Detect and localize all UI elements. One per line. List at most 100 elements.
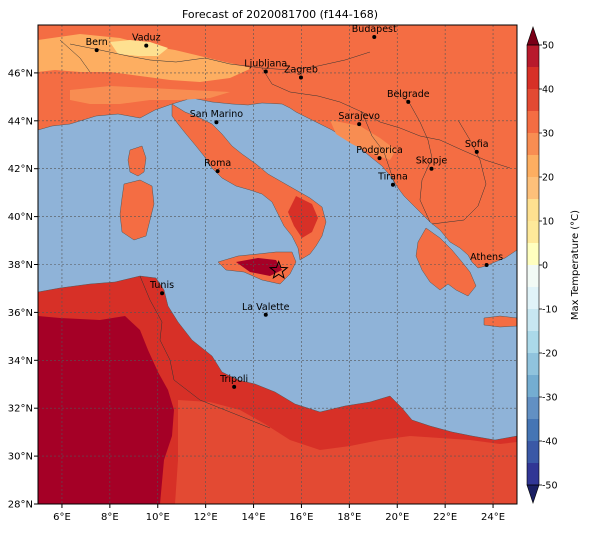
colorbar-tick-label-1: -40 [542,437,558,448]
cold-zone-alps [110,40,168,56]
colorbar-segment-18 [527,67,539,89]
colorbar-segment-3 [527,397,539,419]
city-label-tirana: Tirana [377,172,408,183]
colorbar-segment-9 [527,265,539,287]
land-corsica [127,145,147,177]
lon-tick-label-5: 16°E [289,512,313,523]
city-dot-roma [215,169,220,174]
city-label-zagreb: Zagreb [284,64,318,75]
city-label-budapest: Budapest [352,24,397,35]
city-dot-tirana [390,182,395,187]
lon-tick-label-8: 22°E [433,512,457,523]
colorbar-tick-label-5: 0 [542,261,548,272]
city-dot-tunis [160,291,165,296]
lat-tick-label-0: 28°N [8,500,33,511]
colorbar-segment-17 [527,89,539,111]
colorbar-tick-label-10: 50 [542,41,554,52]
colorbar-extend-bottom [526,484,540,504]
colorbar-segment-5 [527,353,539,375]
colorbar-segment-8 [527,287,539,309]
lon-tick-label-7: 20°E [385,512,409,523]
city-dot-sofia [474,149,479,154]
city-dot-skopje [429,166,434,171]
colorbar: -50 -40 -30 -20 -10 0 10 20 30 40 50 [526,26,558,504]
city-dot-san-marino [214,120,219,125]
lat-tick-label-9: 46°N [8,68,33,79]
warm-zone-libya [175,400,517,504]
colorbar-segment-2 [527,419,539,441]
hot-zone-sicily [236,258,282,276]
figure-title: Forecast of 2020081700 (f144-168) [182,8,378,21]
lon-tick-label-3: 12°E [194,512,218,523]
land-sardinia [119,179,155,241]
colorbar-segment-14 [527,155,539,177]
colorbar-segment-10 [527,243,539,265]
city-label-bern: Bern [86,37,108,48]
colorbar-segment-19 [527,45,539,67]
colorbar-segment-4 [527,375,539,397]
latitude-axis: 28°N 30°N 32°N 34°N 36°N 38°N 40°N 42°N 44°N 46°N [8,68,38,511]
land-italy [171,103,327,261]
city-label-belgrade: Belgrade [387,89,430,100]
colorbar-tick-label-6: 10 [542,217,554,228]
colorbar-label: Max Temperature (°C) [570,210,581,320]
lat-tick-label-6: 40°N [8,212,33,223]
lat-tick-label-8: 44°N [8,116,33,127]
lat-tick-label-2: 32°N [8,404,33,415]
lat-tick-label-3: 34°N [8,356,33,367]
city-label-sofia: Sofia [465,139,489,150]
city-dot-vaduz [144,43,149,48]
star-marker [268,260,289,279]
city-dot-tripoli [232,384,237,389]
lat-tick-label-5: 38°N [8,260,33,271]
city-label-athens: Athens [470,252,503,263]
colorbar-segment-13 [527,177,539,199]
warm-zone-calabria [288,196,318,238]
colorbar-tick-label-3: -20 [542,349,558,360]
city-dot-athens [484,262,489,267]
lon-tick-label-1: 8°E [101,512,119,523]
colorbar-tick-label-2: -30 [542,393,558,404]
colorbar-tick-label-9: 40 [542,85,554,96]
land-greece [415,227,477,297]
colorbar-segment-11 [527,221,539,243]
colorbar-extend-top [526,26,540,46]
city-dot-ljubljana [263,69,268,74]
lon-tick-label-0: 6°E [53,512,71,523]
country-borders [59,39,511,429]
city-dot-bern [94,48,99,53]
lon-tick-label-6: 18°E [337,512,361,523]
colorbar-segment-0 [527,463,539,485]
city-label-la-valette: La Valette [242,302,290,313]
colorbar-segment-1 [527,441,539,463]
city-dot-zagreb [298,75,303,80]
colorbar-tick-label-0: -50 [542,481,558,492]
city-dot-la-valette [263,312,268,317]
city-dot-budapest [372,34,377,39]
city-label-skopje: Skopje [416,156,448,167]
longitude-axis: 6°E 8°E 10°E 12°E 14°E 16°E 18°E 20°E 22°E 24°E [53,504,505,523]
city-label-sarajevo: Sarajevo [338,111,380,122]
colorbar-segment-7 [527,309,539,331]
colorbar-tick-label-4: -10 [542,305,558,316]
city-label-vaduz: Vaduz [132,33,161,44]
lat-tick-label-1: 30°N [8,452,33,463]
city-label-ljubljana: Ljubljana [244,58,287,69]
city-label-podgorica: Podgorica [356,145,403,156]
city-dot-belgrade [406,99,411,104]
hot-zone-tunisia [38,316,174,504]
cool-zone-alps [38,34,252,82]
city-label-san-marino: San Marino [190,109,243,120]
city-label-tripoli: Tripoli [219,374,248,385]
city-label-roma: Roma [204,158,231,169]
lat-tick-label-7: 42°N [8,164,33,175]
colorbar-segment-6 [527,331,539,353]
city-dot-sarajevo [357,122,362,127]
land-crete [483,315,517,328]
lon-tick-label-4: 14°E [242,512,266,523]
cool-zone-balkans [330,120,396,160]
lon-tick-label-2: 10°E [146,512,170,523]
